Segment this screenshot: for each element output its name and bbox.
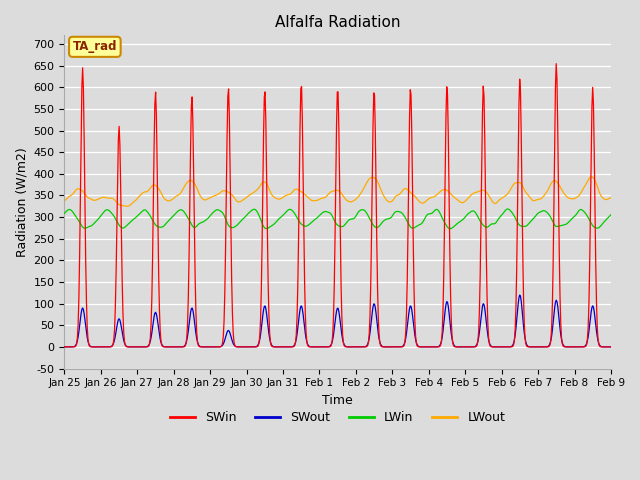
Y-axis label: Radiation (W/m2): Radiation (W/m2)	[15, 147, 28, 257]
Legend: SWin, SWout, LWin, LWout: SWin, SWout, LWin, LWout	[165, 406, 510, 429]
Text: TA_rad: TA_rad	[72, 40, 117, 53]
X-axis label: Time: Time	[323, 394, 353, 407]
Title: Alfalfa Radiation: Alfalfa Radiation	[275, 15, 401, 30]
